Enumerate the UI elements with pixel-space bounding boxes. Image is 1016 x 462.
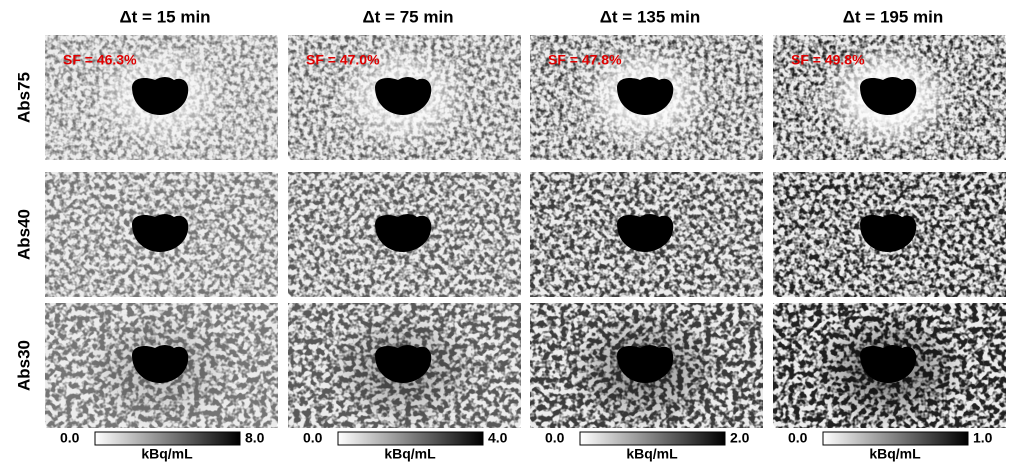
image-panel	[773, 172, 1006, 297]
sf-label: SF = 47.0%	[306, 52, 380, 68]
row-label: Abs30	[14, 340, 33, 391]
colorbar-unit: kBq/mL	[626, 446, 678, 462]
image-panel	[288, 303, 521, 430]
sf-label: SF = 49.8%	[791, 52, 865, 68]
image-panel	[45, 35, 278, 160]
cold-lesion	[375, 77, 432, 115]
column-title: Δt = 135 min	[600, 7, 701, 26]
image-panel	[45, 172, 278, 297]
cold-lesion	[860, 214, 917, 252]
cold-lesion	[617, 77, 674, 115]
colorbar-unit: kBq/mL	[141, 446, 193, 462]
colorbar	[94, 431, 241, 446]
image-panel	[45, 303, 278, 430]
cold-lesion	[617, 214, 674, 252]
image-panel	[773, 303, 1006, 430]
colorbar-min: 0.0	[788, 430, 808, 446]
image-panel	[288, 172, 521, 297]
colorbar-unit: kBq/mL	[384, 446, 436, 462]
colorbar-unit: kBq/mL	[869, 446, 921, 462]
cold-lesion	[617, 345, 674, 383]
colorbar	[579, 431, 726, 446]
column-title: Δt = 195 min	[843, 7, 944, 26]
image-panel	[773, 35, 1006, 160]
cold-lesion	[132, 345, 189, 383]
image-panel	[530, 172, 763, 297]
sf-label: SF = 46.3%	[63, 52, 137, 68]
image-panel	[530, 303, 763, 430]
colorbar-max: 8.0	[245, 430, 265, 446]
colorbar-max: 4.0	[488, 430, 508, 446]
cold-lesion	[860, 345, 917, 383]
row-label: Abs75	[14, 72, 33, 123]
image-panel	[288, 35, 521, 160]
cold-lesion	[132, 214, 189, 252]
image-panel	[530, 35, 763, 160]
colorbar-min: 0.0	[545, 430, 565, 446]
colorbar-min: 0.0	[303, 430, 323, 446]
column-title: Δt = 75 min	[362, 7, 453, 26]
sf-label: SF = 47.8%	[548, 52, 622, 68]
cold-lesion	[375, 345, 432, 383]
colorbar-max: 2.0	[730, 430, 750, 446]
colorbar-max: 1.0	[973, 430, 993, 446]
colorbar-min: 0.0	[60, 430, 80, 446]
cold-lesion	[860, 77, 917, 115]
row-label: Abs40	[14, 209, 33, 260]
cold-lesion	[132, 77, 189, 115]
column-title: Δt = 15 min	[119, 7, 210, 26]
cold-lesion	[375, 214, 432, 252]
colorbar	[822, 431, 969, 446]
colorbar	[337, 431, 484, 446]
